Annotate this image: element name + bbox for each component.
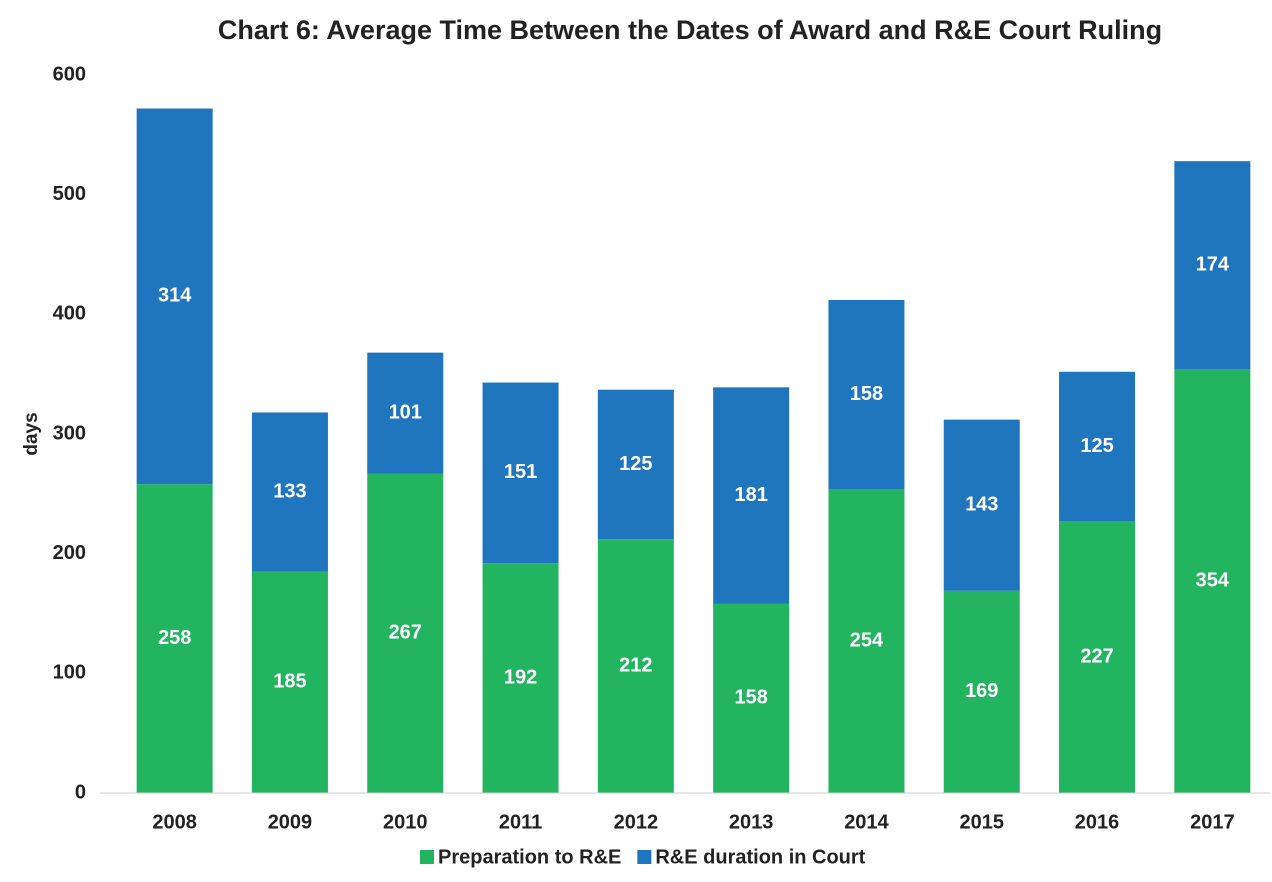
bar-segment bbox=[1059, 371, 1136, 522]
data-label: 125 bbox=[619, 453, 652, 475]
y-tick-label: 0 bbox=[75, 781, 86, 803]
bar-segment bbox=[713, 603, 790, 793]
data-label: 101 bbox=[389, 401, 422, 423]
bar-segment bbox=[136, 108, 213, 485]
data-label: 174 bbox=[1196, 254, 1230, 276]
x-tick-label: 2013 bbox=[729, 811, 774, 833]
legend-label: R&E duration in Court bbox=[655, 846, 865, 868]
y-tick-label: 200 bbox=[53, 542, 86, 564]
data-label: 254 bbox=[850, 629, 884, 651]
legend-swatch bbox=[420, 850, 434, 864]
bar-segment bbox=[943, 419, 1020, 591]
legend-label: Preparation to R&E bbox=[438, 846, 621, 868]
y-tick-label: 300 bbox=[53, 422, 86, 444]
y-axis-title: days bbox=[21, 412, 42, 455]
bar-segment bbox=[1059, 521, 1136, 793]
x-tick-label: 2009 bbox=[268, 811, 313, 833]
bar-segment bbox=[251, 571, 328, 793]
data-label: 227 bbox=[1080, 645, 1113, 667]
x-tick-label: 2016 bbox=[1075, 811, 1120, 833]
data-label: 143 bbox=[965, 493, 998, 515]
data-label: 258 bbox=[158, 627, 191, 649]
x-tick-label: 2017 bbox=[1190, 811, 1235, 833]
x-tick-label: 2015 bbox=[960, 811, 1005, 833]
legend-swatch bbox=[637, 850, 652, 864]
bar-segment bbox=[136, 484, 213, 793]
x-tick-label: 2010 bbox=[383, 811, 428, 833]
data-label: 169 bbox=[965, 680, 998, 702]
bar-segment bbox=[943, 590, 1020, 793]
y-tick-label: 500 bbox=[53, 183, 86, 205]
y-tick-label: 600 bbox=[53, 63, 86, 85]
bar-segment bbox=[1174, 161, 1251, 370]
x-tick-label: 2014 bbox=[844, 811, 889, 833]
chart-title: Chart 6: Average Time Between the Dates … bbox=[218, 15, 1162, 45]
bar-segment bbox=[482, 563, 559, 793]
data-label: 267 bbox=[389, 622, 422, 644]
data-label: 158 bbox=[734, 687, 767, 709]
bar-segment bbox=[828, 299, 905, 490]
bar-segment bbox=[367, 473, 444, 793]
data-label: 212 bbox=[619, 654, 652, 676]
bar-segment bbox=[713, 387, 790, 604]
data-label: 125 bbox=[1080, 435, 1113, 457]
bar-segment bbox=[828, 489, 905, 793]
y-tick-label: 400 bbox=[53, 303, 86, 325]
y-tick-label: 100 bbox=[53, 662, 86, 684]
bar-segment bbox=[597, 389, 674, 540]
data-label: 158 bbox=[850, 383, 883, 405]
data-label: 181 bbox=[734, 484, 767, 506]
x-tick-label: 2012 bbox=[614, 811, 659, 833]
bar-segment bbox=[482, 382, 559, 564]
data-label: 185 bbox=[273, 671, 306, 693]
bar-segment bbox=[1174, 369, 1251, 793]
data-label: 192 bbox=[504, 666, 537, 688]
bar-segment bbox=[367, 352, 444, 474]
data-label: 151 bbox=[504, 461, 537, 483]
data-label: 314 bbox=[158, 285, 192, 307]
data-label: 354 bbox=[1196, 569, 1230, 591]
bar-segment bbox=[251, 412, 328, 572]
bar-segment bbox=[597, 539, 674, 793]
x-tick-label: 2011 bbox=[499, 811, 542, 833]
data-label: 133 bbox=[273, 480, 306, 502]
x-tick-label: 2008 bbox=[152, 811, 197, 833]
